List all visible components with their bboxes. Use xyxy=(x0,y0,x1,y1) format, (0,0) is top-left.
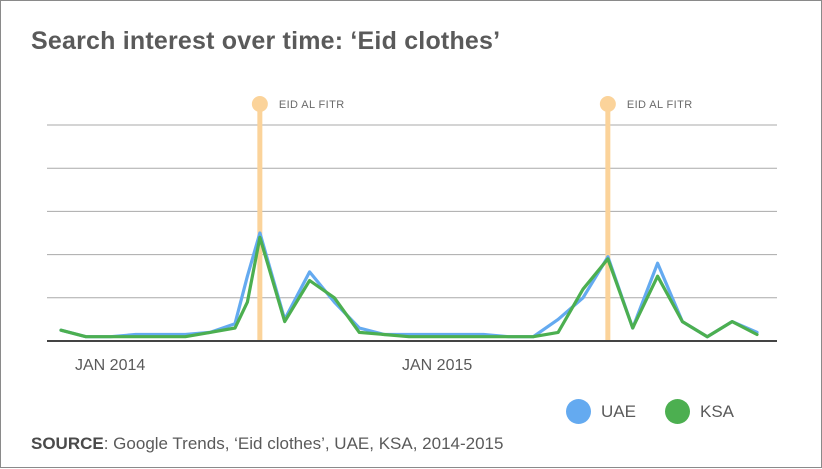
source-text: : Google Trends, ‘Eid clothes’, UAE, KSA… xyxy=(103,434,504,453)
event-marker-dot-1 xyxy=(251,96,268,112)
chart-title: Search interest over time: ‘Eid clothes’ xyxy=(31,27,501,55)
legend-label-ksa: KSA xyxy=(700,401,735,421)
legend-item-ksa: KSA xyxy=(665,399,734,424)
source-note: SOURCE: Google Trends, ‘Eid clothes’, UA… xyxy=(31,434,503,454)
event-label-2: EID AL FITR xyxy=(627,99,693,111)
series-line-ksa xyxy=(59,235,759,339)
event-marker-dot-2 xyxy=(599,96,616,112)
legend-swatch-ksa xyxy=(665,399,690,424)
legend-item-uae: UAE xyxy=(566,399,636,424)
x-tick-label-2: JAN 2015 xyxy=(402,357,473,374)
x-tick-label-1: JAN 2014 xyxy=(75,357,146,374)
source-label: SOURCE xyxy=(31,434,104,453)
legend-swatch-uae xyxy=(566,399,591,424)
event-label-1: EID AL FITR xyxy=(279,99,345,111)
legend-label-uae: UAE xyxy=(601,401,636,421)
